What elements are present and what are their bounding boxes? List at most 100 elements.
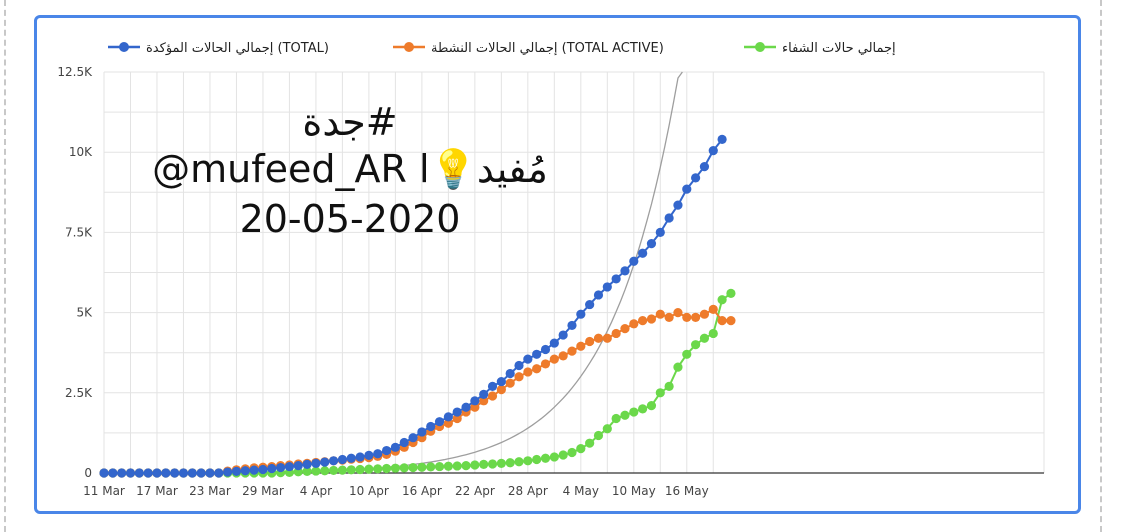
x-tick-label: 28 Apr [508, 484, 548, 498]
data-point [620, 410, 630, 420]
data-point [726, 288, 736, 298]
data-point [673, 308, 683, 318]
data-point [443, 461, 453, 471]
data-point [381, 445, 392, 456]
axis-layer: 0 2.5K 5K 7.5K 10K 12.5K 11 Mar 17 Mar 23 Mar 29 … [57, 65, 708, 498]
data-point [320, 457, 330, 467]
series-line [104, 308, 731, 474]
data-point [470, 460, 480, 470]
data-point [638, 404, 648, 414]
data-point [576, 309, 586, 319]
data-point [620, 266, 630, 276]
data-point [602, 424, 612, 434]
data-point [496, 376, 506, 387]
data-point [161, 468, 171, 478]
data-point [549, 354, 559, 364]
y-tick-label: 5K [76, 306, 93, 320]
data-point [691, 340, 701, 350]
data-point [717, 316, 727, 326]
data-point [682, 312, 692, 323]
data-point [143, 468, 153, 478]
data-point [479, 396, 489, 406]
legend: إجمالي الحالات المؤكدة (TOTAL) إجمالي الح… [108, 41, 896, 56]
data-point [646, 401, 657, 411]
data-point [708, 145, 718, 156]
data-point [593, 290, 604, 300]
data-point [408, 462, 418, 473]
y-tick-label: 2.5K [65, 386, 93, 400]
data-point [461, 461, 471, 471]
data-point [231, 466, 242, 476]
data-point [505, 458, 515, 468]
data-point [602, 282, 612, 292]
data-point [664, 312, 674, 323]
data-point [682, 184, 692, 194]
data-point [699, 333, 710, 343]
data-point [117, 468, 127, 478]
data-point [585, 438, 595, 448]
data-point [311, 466, 321, 476]
data-point [673, 362, 683, 372]
x-tick-label: 10 Apr [349, 484, 389, 498]
data-point [470, 396, 480, 406]
legend-swatch-dot [119, 42, 129, 52]
data-point [452, 461, 462, 471]
x-tick-label: 22 Apr [455, 484, 495, 498]
data-point [426, 462, 436, 472]
data-point [205, 468, 215, 478]
legend-swatch-dot [755, 42, 765, 52]
data-point [611, 413, 621, 424]
data-point [249, 465, 259, 475]
data-point [346, 453, 356, 463]
data-point [505, 368, 515, 379]
data-point [452, 413, 462, 424]
data-point [390, 463, 400, 473]
data-point [655, 227, 665, 237]
data-point [540, 344, 551, 355]
data-point [496, 458, 506, 468]
data-point [487, 391, 498, 401]
data-point [629, 256, 639, 266]
data-point [417, 462, 427, 472]
data-point [532, 454, 542, 465]
data-point [558, 351, 568, 361]
x-tick-label: 16 May [665, 484, 709, 498]
data-point [540, 453, 551, 463]
data-point [170, 468, 180, 478]
data-point [576, 444, 586, 454]
data-point [523, 456, 533, 466]
data-point [152, 468, 162, 478]
data-point [355, 464, 365, 475]
data-point [611, 274, 621, 284]
data-point [258, 464, 268, 475]
legend-label: إجمالي الحالات المؤكدة (TOTAL) [146, 41, 329, 56]
data-point [629, 319, 639, 329]
data-point [540, 359, 551, 369]
x-tick-label: 4 Apr [300, 484, 332, 498]
data-point [99, 468, 109, 478]
data-point [726, 316, 736, 326]
data-point [682, 349, 692, 359]
data-point [125, 468, 136, 478]
y-tick-label: 12.5K [57, 65, 93, 79]
watermark-date: 20-05-2020 [239, 197, 461, 241]
data-point [558, 330, 568, 340]
data-point [699, 309, 710, 319]
data-point [664, 381, 674, 391]
data-point [373, 464, 383, 474]
data-point [311, 458, 321, 468]
data-point [240, 466, 250, 476]
data-point [505, 378, 515, 388]
legend-label: إجمالي حالات الشفاء [782, 41, 896, 56]
data-point [717, 295, 727, 305]
data-point [593, 333, 604, 343]
x-tick-label: 16 Apr [402, 484, 442, 498]
data-point [611, 328, 621, 339]
data-point [629, 407, 639, 417]
data-point [514, 372, 524, 382]
data-point [284, 461, 295, 472]
data-point [302, 459, 312, 469]
data-point [223, 467, 233, 477]
y-tick-label: 7.5K [65, 225, 93, 239]
